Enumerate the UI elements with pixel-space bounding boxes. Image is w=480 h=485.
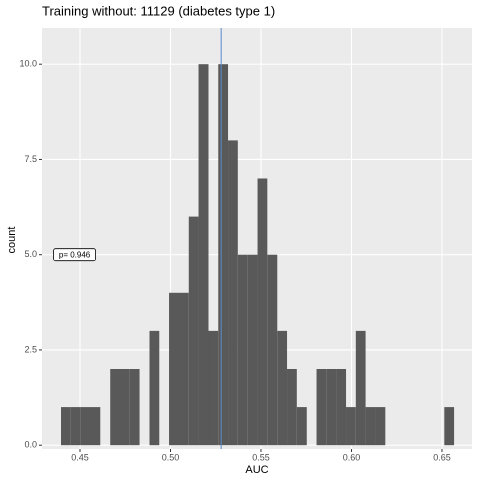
bar — [277, 330, 288, 446]
bar — [198, 64, 209, 446]
y-tick-label: 0.0 — [24, 440, 37, 450]
x-tick-label: 0.65 — [433, 452, 451, 462]
bar — [80, 407, 91, 446]
bar — [355, 330, 366, 446]
y-tick-label: 10.0 — [19, 59, 37, 69]
y-tick-label: 2.5 — [24, 344, 37, 354]
annotation-box — [53, 248, 96, 262]
bar — [326, 368, 337, 446]
bar — [110, 368, 121, 446]
bar — [228, 140, 238, 446]
bar — [70, 407, 81, 446]
bar — [336, 368, 347, 446]
bar — [188, 216, 199, 446]
bar — [149, 330, 160, 446]
bar — [444, 407, 455, 446]
bar — [296, 407, 307, 446]
x-tick-label: 0.55 — [252, 452, 270, 462]
bar — [90, 407, 101, 446]
x-tick-label: 0.45 — [71, 452, 89, 462]
bar — [178, 292, 189, 446]
x-tick-label: 0.50 — [162, 452, 180, 462]
bar — [316, 368, 327, 446]
bar — [169, 292, 179, 446]
bar — [287, 368, 297, 446]
y-axis-label: count — [6, 227, 18, 254]
y-tick-label: 5.0 — [24, 249, 37, 259]
bar — [61, 407, 71, 446]
bar — [247, 254, 258, 446]
bar — [346, 407, 356, 446]
bar — [257, 178, 268, 446]
bar — [120, 368, 130, 446]
bar — [365, 407, 376, 446]
x-axis-label: AUC — [245, 464, 268, 476]
x-tick-label: 0.60 — [343, 452, 361, 462]
y-tick-label: 7.5 — [24, 154, 37, 164]
bar — [218, 64, 229, 446]
chart-title: Training without: 11129 (diabetes type 1… — [42, 3, 275, 18]
annotation-text: p= 0.946 — [59, 250, 91, 259]
bar — [267, 254, 278, 446]
bar — [375, 407, 386, 446]
bar — [129, 368, 140, 446]
bar — [208, 330, 219, 446]
bar — [237, 254, 248, 446]
